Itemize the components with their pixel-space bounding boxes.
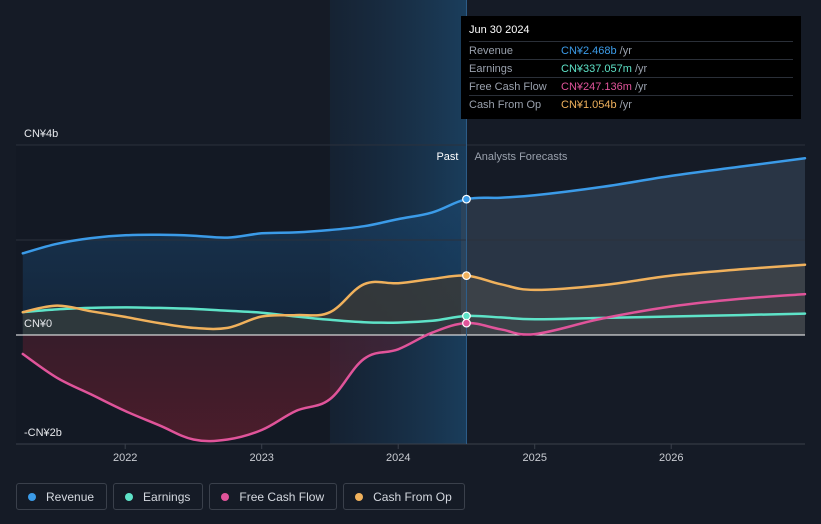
tooltip-label: Revenue [469, 44, 514, 57]
x-tick-label: 2025 [522, 452, 546, 464]
legend-label: Free Cash Flow [239, 489, 325, 504]
tooltip-value: CN¥247.136m [561, 80, 632, 93]
legend-dot-icon [28, 492, 36, 501]
x-tick-label: 2026 [659, 452, 683, 464]
free-cash-flow-line [21, 292, 807, 443]
x-tick-label: 2023 [249, 452, 273, 464]
legend-label: Earnings [143, 489, 191, 504]
tooltip-unit: /yr [619, 44, 632, 57]
legend-dot-icon [125, 492, 134, 501]
tooltip-date: Jun 30 2024 [469, 24, 530, 36]
legend: Revenue Earnings Free Cash Flow Cash From O… [16, 483, 465, 510]
tooltip-row: Revenue CN¥2.468b/yr [469, 41, 793, 59]
tooltip-label: Free Cash Flow [469, 80, 547, 93]
y-axis-label: -CN¥2b [24, 427, 62, 439]
legend-item-revenue[interactable]: Revenue [16, 483, 108, 510]
tooltip-unit: /yr [619, 98, 632, 111]
legend-item-earnings[interactable]: Earnings [113, 483, 204, 510]
y-axis-label: CN¥0 [24, 318, 52, 330]
earnings-point [462, 311, 471, 321]
legend-label: Cash From Op [373, 489, 452, 504]
tooltip-unit: /yr [634, 62, 648, 75]
free-cash-flow-area-past [22, 323, 461, 442]
free-cash-flow-point [462, 318, 471, 328]
revenue-point [462, 194, 471, 204]
tooltip-value: CN¥1.054b [561, 98, 617, 111]
cash-from-op-point [462, 271, 471, 281]
tooltip-row: Cash From Op CN¥1.054b/yr [469, 95, 793, 113]
tooltip-value: CN¥2.468b [561, 44, 617, 57]
tooltip-value: CN¥337.057m [561, 62, 632, 75]
legend-label: Revenue [46, 489, 95, 504]
cash-from-op-line [21, 263, 807, 331]
revenue-line [21, 157, 807, 255]
past-label: Past [436, 151, 458, 163]
x-tick-label: 2022 [113, 452, 137, 464]
tooltip-row: Free Cash Flow CN¥247.136m/yr [469, 77, 793, 95]
tooltip-label: Earnings [469, 62, 513, 75]
legend-item-cash-from-op[interactable]: Cash From Op [343, 483, 465, 510]
legend-dot-icon [355, 492, 364, 501]
earnings-area-forecast [461, 313, 805, 335]
forecast-label: Analysts Forecasts [474, 151, 567, 163]
legend-item-free-cash-flow[interactable]: Free Cash Flow [209, 483, 338, 510]
y-axis-label: CN¥4b [24, 128, 58, 140]
x-tick-label: 2024 [386, 452, 410, 464]
tooltip-label: Cash From Op [469, 98, 542, 111]
tooltip-unit: /yr [634, 80, 648, 93]
legend-dot-icon [221, 492, 230, 501]
tooltip-row: Earnings CN¥337.057m/yr [469, 59, 793, 77]
tooltip: Jun 30 2024 Revenue CN¥2.468b/yr Earnings C… [461, 16, 801, 119]
earnings-area-past [22, 307, 461, 335]
